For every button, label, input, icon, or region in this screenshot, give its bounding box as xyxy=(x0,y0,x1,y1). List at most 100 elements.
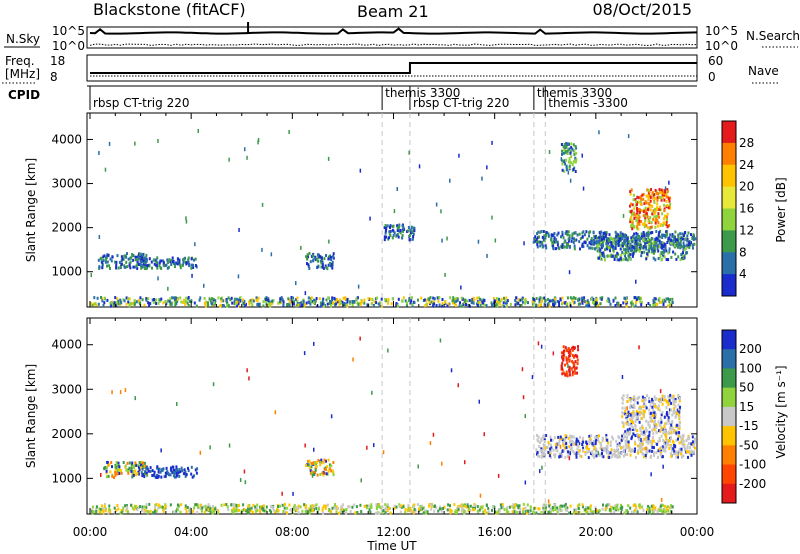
power-colorbar-swatch-1 xyxy=(722,142,736,166)
power-colorbar-frame xyxy=(721,120,737,297)
velocity-colorbar-tick-6: -100 xyxy=(739,458,766,472)
noise-left-label: N.Sky xyxy=(6,32,40,46)
echo-region-4 xyxy=(535,433,696,460)
freq-tick-bottom: 8 xyxy=(50,70,58,84)
velocity-colorbar-label: Velocity [m s⁻¹] xyxy=(774,365,788,458)
noise-right-tick-top: 10^5 xyxy=(705,24,738,38)
ytick-label-0: 1000 xyxy=(51,471,82,485)
power-colorbar-swatch-4 xyxy=(722,208,736,231)
echo-region-3 xyxy=(305,458,335,477)
freq-panel-frame xyxy=(86,54,698,82)
echo-region-2 xyxy=(135,256,198,271)
nave-label: Nave xyxy=(748,64,779,78)
xtick-label-5: 20:00 xyxy=(579,525,614,539)
power-colorbar-tick-1: 24 xyxy=(739,158,754,172)
ytick-label-0: 1000 xyxy=(51,265,82,279)
power-ylabel: Slant Range [km] xyxy=(24,158,38,262)
ytick-label-3: 4000 xyxy=(51,132,82,146)
echo-region-6 xyxy=(560,345,580,378)
xtick-label-2: 08:00 xyxy=(275,525,310,539)
velocity-colorbar-swatch-4 xyxy=(722,406,736,427)
cpid-segment-0: rbsp CT-trig 220 xyxy=(93,96,189,110)
velocity-colorbar-swatch-7 xyxy=(722,464,736,485)
power-colorbar-tick-6: 4 xyxy=(739,267,747,281)
velocity-colorbar-tick-7: -200 xyxy=(739,477,766,491)
freq-label-1: Freq. xyxy=(5,54,35,68)
power-panel: 1000 2000 3000 4000 xyxy=(51,112,698,308)
scattered-echoes xyxy=(90,129,670,296)
velocity-colorbar-swatch-5 xyxy=(722,426,736,446)
cpid-segment-4: themis -3300 xyxy=(548,96,628,110)
freq-tick-top: 18 xyxy=(50,54,65,68)
power-colorbar-label: Power [dB] xyxy=(774,177,788,242)
power-colorbar-tick-3: 16 xyxy=(739,202,754,216)
power-colorbar-tick-5: 8 xyxy=(739,245,747,259)
ytick-label-3: 4000 xyxy=(51,338,82,352)
ytick-label-1: 2000 xyxy=(51,427,82,441)
noise-sky-trace xyxy=(89,27,698,35)
echo-region-6 xyxy=(560,141,578,173)
cpid-segment-1: themis 3300 xyxy=(385,86,460,100)
power-frame xyxy=(86,112,698,308)
ytick-label-2: 3000 xyxy=(51,382,82,396)
velocity-ylabel: Slant Range [km] xyxy=(24,364,38,468)
xtick-label-1: 04:00 xyxy=(174,525,209,539)
xaxis-label: Time UT xyxy=(366,539,417,553)
echo-region-5 xyxy=(621,393,681,437)
noise-right-tick-bottom: 10^0 xyxy=(705,39,738,53)
velocity-colorbar-swatch-0 xyxy=(722,330,736,350)
nave-tick-bottom: 0 xyxy=(708,70,716,84)
power-colorbar-swatch-7 xyxy=(722,274,736,297)
velocity-colorbar-frame xyxy=(721,329,737,504)
power-colorbar-tick-4: 12 xyxy=(739,223,754,237)
cpid-label: CPID xyxy=(8,88,40,102)
noise-search-trace xyxy=(89,43,698,47)
scattered-echoes xyxy=(100,336,664,504)
velocity-panel: 1000 2000 3000 4000 00:00 04:00 08:00 12:00 16:0… xyxy=(51,317,714,539)
xtick-label-4: 16:00 xyxy=(477,525,512,539)
echo-region-1 xyxy=(97,252,148,270)
echo-region-7 xyxy=(596,236,689,262)
cpid-segment-3: themis 3300 xyxy=(537,86,612,100)
power-colorbar-swatch-5 xyxy=(722,230,736,253)
date-title: 08/Oct/2015 xyxy=(592,0,692,19)
noise-left-tick-top: 10^5 xyxy=(52,24,85,38)
echo-region-1 xyxy=(103,460,149,479)
power-colorbar-swatch-6 xyxy=(722,252,736,275)
power-colorbar-swatch-2 xyxy=(722,164,736,188)
power-colorbar-tick-2: 20 xyxy=(739,180,754,194)
ytick-label-1: 2000 xyxy=(51,221,82,235)
noise-right-label: N.Search xyxy=(746,29,800,43)
echo-region-8 xyxy=(628,188,672,231)
velocity-colorbar-swatch-2 xyxy=(722,368,736,389)
xtick-label-3: 12:00 xyxy=(376,525,411,539)
freq-label-2: [MHz] xyxy=(5,67,40,81)
echo-region-0 xyxy=(90,296,674,308)
echo-region-0 xyxy=(90,502,674,515)
echo-region-3 xyxy=(305,251,335,271)
velocity-colorbar-tick-0: 200 xyxy=(739,342,762,356)
velocity-colorbar-tick-4: -15 xyxy=(739,419,759,433)
power-colorbar-tick-0: 28 xyxy=(739,136,754,150)
power-colorbar-swatch-3 xyxy=(722,186,736,209)
noise-left-tick-bottom: 10^0 xyxy=(52,39,85,53)
velocity-colorbar-swatch-8 xyxy=(722,483,736,504)
echo-region-2 xyxy=(140,465,199,479)
station-title: Blackstone (fitACF) xyxy=(93,0,246,19)
power-colorbar-swatch-0 xyxy=(722,121,736,144)
noise-traces xyxy=(89,22,698,47)
velocity-colorbar-swatch-1 xyxy=(722,349,736,369)
freq-trace xyxy=(90,62,697,74)
velocity-colorbar-swatch-6 xyxy=(722,445,736,466)
velocity-colorbar-tick-1: 100 xyxy=(739,361,762,375)
velocity-colorbar-tick-5: -50 xyxy=(739,438,759,452)
velocity-frame xyxy=(86,317,698,515)
freq-traces xyxy=(90,62,697,77)
velocity-colorbar-tick-3: 15 xyxy=(739,400,754,414)
nave-tick-top: 60 xyxy=(708,54,723,68)
beam-title: Beam 21 xyxy=(357,2,429,21)
velocity-colorbar-swatch-3 xyxy=(722,387,736,408)
ytick-label-2: 3000 xyxy=(51,177,82,191)
cpid-segment-2: rbsp CT-trig 220 xyxy=(413,96,509,110)
